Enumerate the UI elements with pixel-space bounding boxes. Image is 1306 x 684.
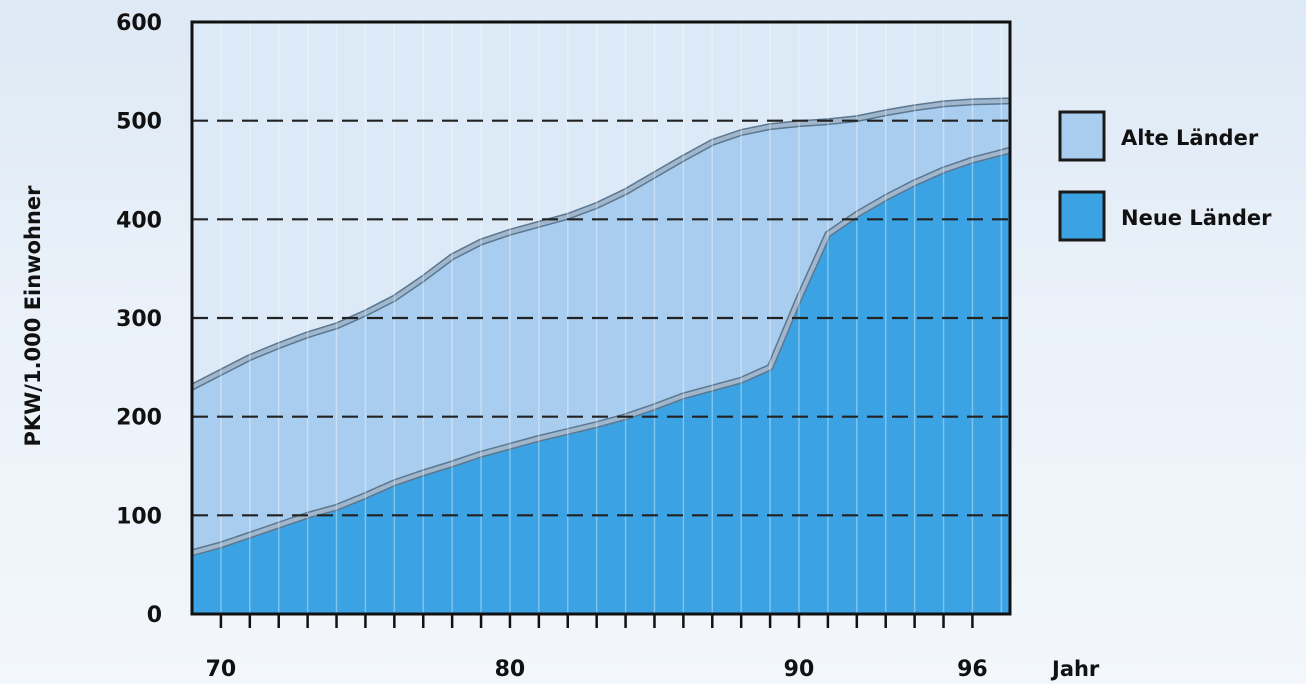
gridlines [192,119,1010,517]
y-tick-label: 200 [116,406,162,431]
y-tick-label: 500 [116,110,162,135]
plot-area [190,20,1012,628]
y-tick-label: 100 [116,504,162,529]
y-axis-label: PKW/1.000 Einwohner [21,185,45,447]
legend-label: Alte Länder [1121,126,1259,150]
x-tick-label: 96 [957,657,988,682]
x-axis-label: Jahr [1050,657,1100,681]
y-axis-tick-labels: 0 100 200 300 400 500 600 [116,11,162,628]
line-Alte Länder [191,98,1011,389]
x-tick-label: 80 [495,657,526,682]
area-Neue Länder [192,150,1010,615]
x-tick-marks [219,614,974,628]
plot-frame [190,20,1012,616]
legend: Alte Länder Neue Länder [1058,110,1272,242]
y-tick-label: 0 [147,603,162,628]
y-tick-label: 400 [116,208,162,233]
x-tick-label: 90 [784,657,815,682]
series-areas [190,97,1011,615]
y-tick-label: 300 [116,307,162,332]
legend-label: Neue Länder [1121,206,1272,230]
y-tick-label: 600 [116,11,162,36]
legend-swatch [1058,110,1106,162]
x-axis-tick-labels: 70 80 90 96 [206,657,988,682]
legend-swatch [1058,190,1106,242]
x-tick-label: 70 [206,657,237,682]
line-Neue Länder [191,148,1011,555]
